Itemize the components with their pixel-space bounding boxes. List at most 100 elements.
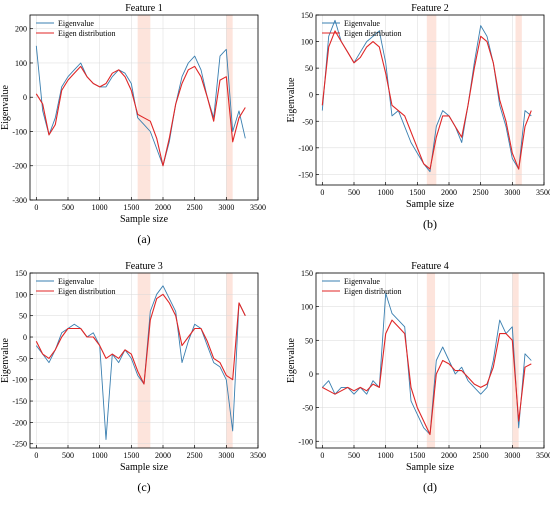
plot-frame [315,272,545,449]
x-tick-label: 0 [320,451,324,460]
plot-frame [29,14,259,201]
x-tick-label: 2000 [155,451,171,460]
panel-title: Feature 4 [411,261,449,272]
x-tick-label: 2500 [473,451,489,460]
y-tick-label: 100 [15,290,27,299]
legend-label: Eigen distribution [58,29,116,38]
eigenvalue-series-line [35,285,246,440]
legend-label: Eigenvalue [58,19,94,28]
highlight-band [137,15,151,200]
y-tick-label: -250 [12,440,27,449]
x-axis-title: Sample size [120,214,169,225]
highlight-band [512,273,519,448]
y-tick-label: 200 [15,25,27,34]
y-axis-title: Eigenvalue [0,84,11,130]
y-axis-title: Eigenvalue [286,77,297,123]
eigenvalue-series-line [321,292,532,435]
x-tick-label: 1500 [409,451,425,460]
y-tick-label: 50 [305,336,313,345]
x-tick-label: 3500 [250,451,266,460]
y-tick-label: 150 [15,269,27,278]
x-tick-label: 500 [348,188,360,197]
y-tick-label: 100 [301,303,313,312]
panel-title: Feature 2 [411,3,449,14]
eigenvalue-series-line [321,19,532,173]
y-tick-label: 0 [309,91,313,100]
x-tick-label: 3000 [218,203,234,212]
x-tick-label: 2000 [441,451,457,460]
x-tick-label: 2500 [473,188,489,197]
x-tick-label: 0 [34,451,38,460]
x-tick-label: 0 [34,203,38,212]
y-tick-label: -150 [12,397,27,406]
legend-label: Eigenvalue [344,19,380,28]
y-tick-label: 150 [301,11,313,20]
x-tick-label: 500 [62,203,74,212]
eigen-distribution-series-line [321,30,532,170]
y-tick-label: -200 [12,418,27,427]
x-tick-label: 3500 [536,451,550,460]
x-tick-label: 3000 [504,451,520,460]
panel-3: 0 500 1000 1500 2000 2500 3000 3500 -250 -200 -150… [0,261,266,494]
panel-caption: (a) [137,232,150,246]
x-tick-label: 1000 [92,451,108,460]
y-tick-label: -100 [12,127,27,136]
panel-title: Feature 3 [125,261,163,272]
y-tick-label: -50 [302,117,313,126]
x-tick-label: 3000 [218,451,234,460]
x-tick-label: 3000 [504,188,520,197]
x-tick-label: 1000 [378,188,394,197]
x-tick-label: 500 [62,451,74,460]
highlight-band [515,15,522,185]
x-tick-label: 3500 [536,188,550,197]
legend-label: Eigen distribution [344,287,402,296]
y-tick-label: -100 [298,437,313,446]
y-axis-title: Eigenvalue [286,337,297,383]
y-tick-label: -50 [302,404,313,413]
eigen-distribution-series-line [322,319,532,436]
y-tick-label: -150 [298,170,313,179]
x-tick-label: 2500 [187,203,203,212]
y-tick-label: 150 [301,269,313,278]
highlight-band [426,15,437,185]
y-tick-label: 100 [301,38,313,47]
panel-title: Feature 1 [125,3,163,14]
y-tick-label: 100 [15,59,27,68]
plot-frame [315,14,545,186]
x-tick-label: 2500 [187,451,203,460]
y-tick-label: -100 [298,144,313,153]
panel-caption: (d) [423,480,437,494]
legend-label: Eigen distribution [344,29,402,38]
y-tick-label: -100 [12,376,27,385]
y-tick-label: -200 [12,162,27,171]
y-tick-label: 0 [23,93,27,102]
x-axis-title: Sample size [406,462,455,473]
y-tick-label: -300 [12,196,27,205]
x-axis-title: Sample size [406,199,455,210]
panel-1: 0 500 1000 1500 2000 2500 3000 3500-300-200-100… [0,3,266,246]
highlight-band [226,273,233,448]
x-tick-label: 3500 [250,203,266,212]
eigen-distribution-series-line [35,65,246,167]
panel-4: 0 500 1000 1500 2000 2500 3000 3500 -100 -50 0 50 10… [286,261,550,494]
panel-2: 0 500 1000 1500 2000 2500 3000 3500 -150 -100 -50 0… [286,3,550,231]
x-tick-label: 1500 [123,203,139,212]
highlight-band [137,273,151,448]
legend-label: Eigen distribution [58,287,116,296]
highlight-band [426,273,436,448]
y-tick-label: -50 [16,354,27,363]
y-tick-label: 50 [305,64,313,73]
panel-caption: (c) [137,480,150,494]
y-tick-label: 50 [19,312,27,321]
x-tick-label: 2000 [441,188,457,197]
legend-label: Eigenvalue [344,277,380,286]
eigen-distribution-series-line [35,293,246,385]
panel-caption: (b) [423,217,437,231]
x-tick-label: 1500 [123,451,139,460]
x-tick-label: 1000 [378,451,394,460]
x-tick-label: 500 [348,451,360,460]
plot-frame [29,272,259,449]
x-tick-label: 1000 [92,203,108,212]
